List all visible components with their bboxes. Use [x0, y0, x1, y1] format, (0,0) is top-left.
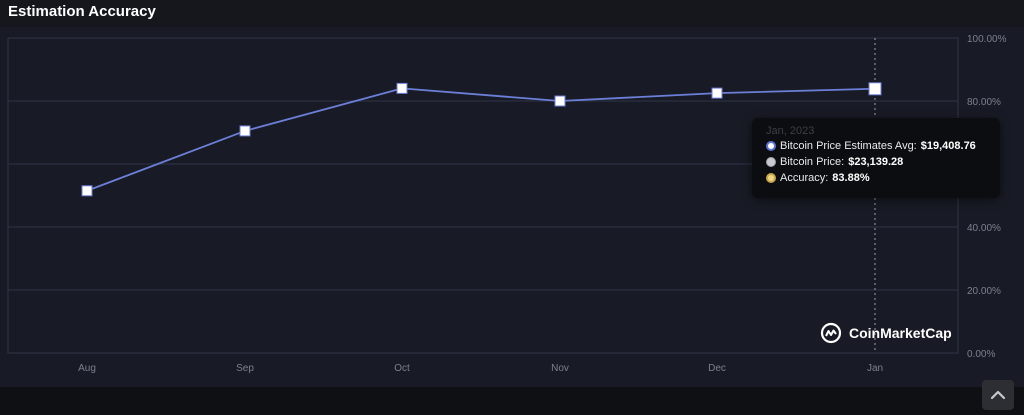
x-tick-label: Sep: [236, 363, 254, 374]
tooltip-row-estimates: Bitcoin Price Estimates Avg: $19,408.76: [766, 139, 976, 153]
gray-shield-marker-icon: [766, 157, 776, 167]
x-tick-label: Dec: [708, 363, 726, 374]
x-tick-label: Aug: [78, 363, 96, 374]
watermark-text: CoinMarketCap: [849, 325, 952, 341]
page-title: Estimation Accuracy: [8, 3, 156, 20]
x-tick-label: Nov: [551, 363, 569, 374]
tooltip-label: Bitcoin Price:: [780, 156, 845, 168]
x-tick-label: Jan: [867, 363, 883, 374]
y-tick-label: 0.00%: [967, 349, 995, 360]
tooltip-value: $23,139.28: [848, 156, 904, 168]
chevron-up-icon: [990, 390, 1006, 400]
data-point-marker: [239, 125, 251, 137]
bottom-strip: [0, 387, 1024, 415]
coinmarketcap-logo-icon: [820, 322, 842, 344]
y-tick-label: 40.00%: [967, 223, 1001, 234]
data-point-marker: [554, 95, 566, 107]
tooltip-value: $19,408.76: [920, 140, 976, 152]
tooltip-date: Jan, 2023: [766, 125, 815, 137]
y-tick-label: 20.00%: [967, 286, 1001, 297]
blue-square-marker-icon: [766, 141, 776, 151]
coinmarketcap-logo: CoinMarketCap: [820, 322, 952, 344]
gold-circle-marker-icon: [766, 173, 776, 183]
tooltip-row-price: Bitcoin Price: $23,139.28: [766, 155, 903, 169]
data-point-marker: [396, 82, 408, 94]
data-point-marker: [868, 82, 882, 96]
x-tick-label: Oct: [394, 363, 410, 374]
y-tick-label: 100.00%: [967, 34, 1007, 45]
data-tooltip: Jan, 2023 Bitcoin Price Estimates Avg: $…: [752, 118, 1000, 198]
data-point-marker: [711, 87, 723, 99]
tooltip-label: Accuracy:: [780, 172, 829, 184]
tooltip-value: 83.88%: [832, 172, 870, 184]
chart-panel: [0, 27, 1024, 387]
y-tick-label: 80.00%: [967, 97, 1001, 108]
tooltip-label: Bitcoin Price Estimates Avg:: [780, 140, 917, 152]
data-point-marker: [81, 185, 93, 197]
tooltip-row-accuracy: Accuracy: 83.88%: [766, 171, 870, 185]
scroll-to-top-button[interactable]: [982, 380, 1014, 410]
accuracy-series-line: [86, 87, 876, 192]
